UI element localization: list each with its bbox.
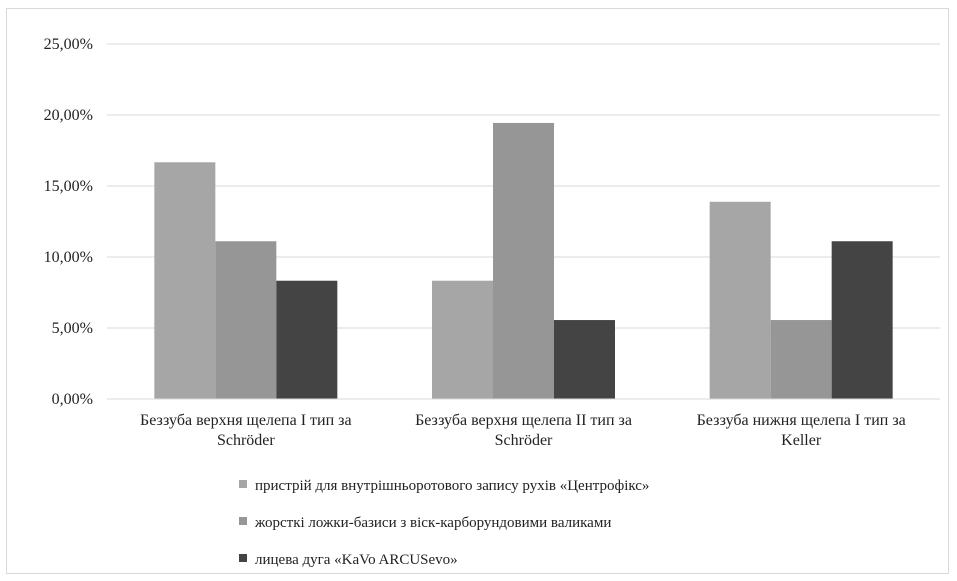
x-category-label: Schröder [217,432,275,449]
legend-label: пристрій для внутрішньоротового запису р… [255,478,649,494]
chart-area: 0,00% 5,00% 10,00% 15,00% 20,00% 25,00% Беззу… [6,8,949,574]
bar [276,280,338,399]
bar [831,241,893,399]
y-tick-label: 10,00% [44,249,93,266]
bars [154,122,893,400]
bar [215,241,277,399]
x-category-label: Беззуба верхня щелепа II тип за [415,412,632,429]
x-category-label: Schröder [495,432,553,449]
x-category-label: Keller [781,432,822,449]
y-tick-label: 20,00% [44,107,93,124]
legend-swatch [239,554,247,562]
bar [154,162,216,399]
x-category-label: Беззуба нижня щелепа I тип за [697,412,906,429]
legend-label: лицева дуга «KaVo ARCUSevo» [255,552,458,568]
x-category-label: Беззуба верхня щелепа I тип за [140,412,352,429]
bar [554,320,615,399]
bar [709,201,771,399]
bar [493,122,554,400]
bar-chart: 0,00% 5,00% 10,00% 15,00% 20,00% 25,00% Беззу… [44,36,940,568]
legend-swatch [239,480,247,488]
y-tick-label: 25,00% [44,36,93,53]
y-tick-label: 15,00% [44,178,93,195]
legend-label: жорсткі ложки-базиси з віск-карборундови… [254,515,611,531]
y-axis-tick-labels: 0,00% 5,00% 10,00% 15,00% 20,00% 25,00% [44,36,93,408]
x-axis-category-labels: Беззуба верхня щелепа I тип за Schröder Бе… [140,412,906,449]
legend: пристрій для внутрішньоротового запису р… [239,478,649,568]
y-tick-label: 0,00% [52,391,93,408]
y-tick-label: 5,00% [52,320,93,337]
bar [432,280,493,399]
bar [770,320,832,399]
legend-swatch [239,517,247,525]
